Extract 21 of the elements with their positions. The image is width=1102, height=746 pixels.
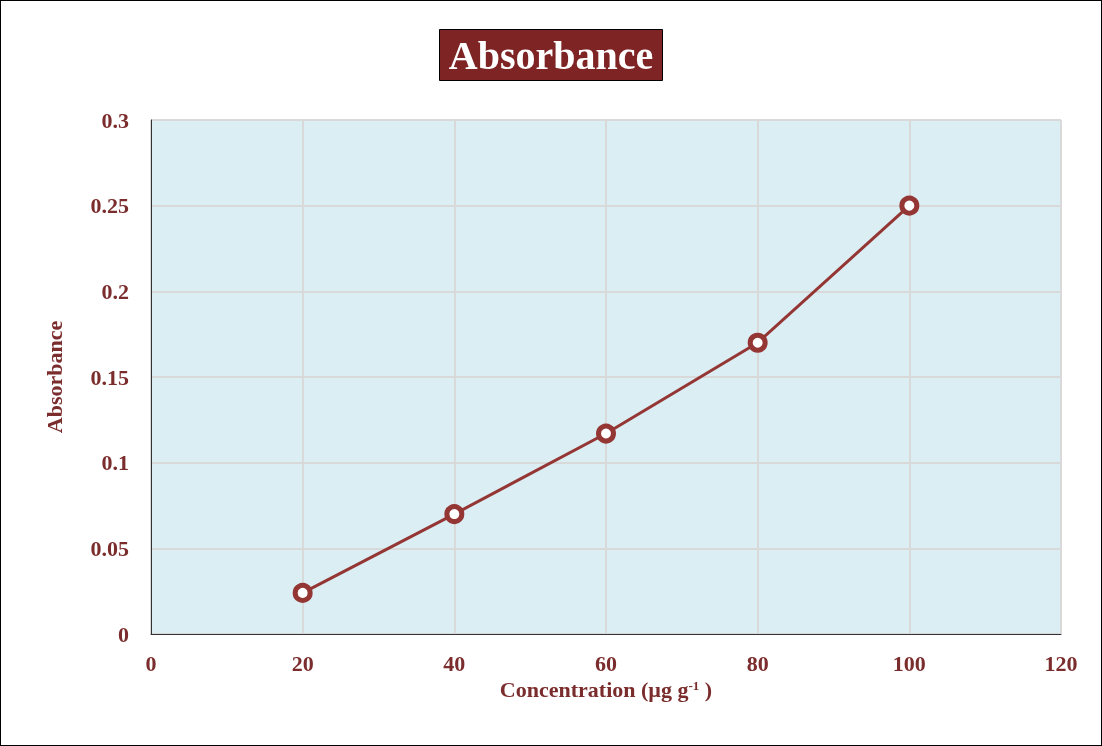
- y-axis-title: Absorbance: [41, 320, 67, 434]
- y-tick-label: 0: [118, 621, 129, 647]
- point: [444, 504, 465, 525]
- point: [596, 423, 616, 444]
- x-tick-label: 100: [892, 650, 926, 676]
- y-tick-label: 0.3: [101, 107, 129, 133]
- y-tick-label: 0.15: [90, 364, 129, 390]
- point: [747, 332, 768, 353]
- x-tick-label: 20: [291, 650, 314, 676]
- x-tick-label: 120: [1044, 650, 1078, 676]
- y-tick-label: 0.2: [101, 278, 129, 304]
- y-tick-label: 0.1: [101, 450, 129, 476]
- x-tick-label: 40: [443, 650, 466, 676]
- x-tick-label: 80: [746, 650, 769, 676]
- point: [292, 582, 313, 603]
- y-tick-label: 0.25: [90, 193, 129, 219]
- chart-title: Absorbance: [448, 32, 654, 78]
- point: [899, 195, 920, 216]
- x-tick-label: 0: [145, 650, 157, 676]
- y-tick-label: 0.05: [90, 535, 129, 561]
- x-tick-label: 60: [595, 650, 617, 676]
